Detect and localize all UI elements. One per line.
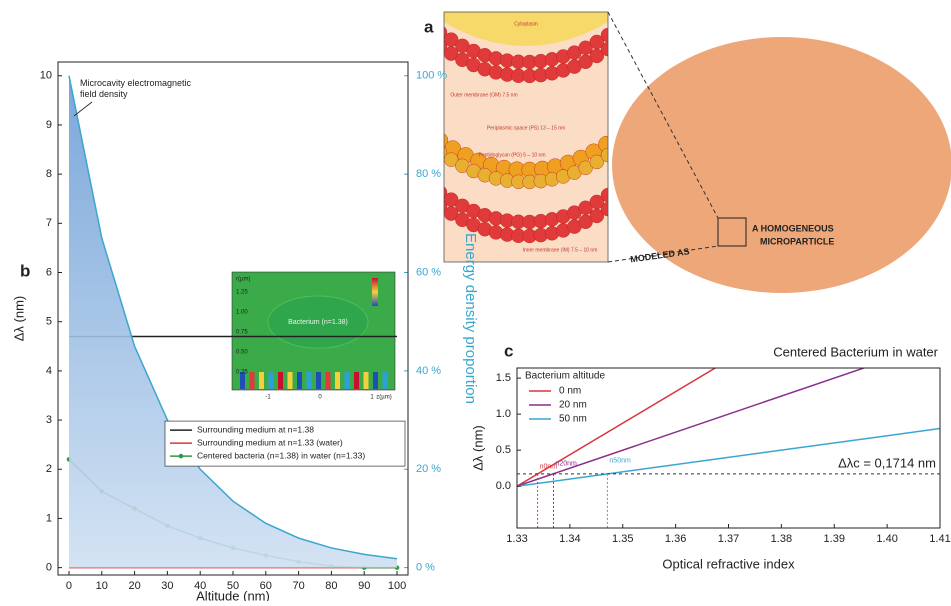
membrane-illustration	[432, 12, 615, 262]
inset-stripe	[269, 372, 274, 389]
membrane-label: Periplasmic space (PS) 13 – 15 nm	[487, 125, 565, 131]
inset-stripe	[250, 372, 255, 389]
x-axis-title: Altitude (nm)	[196, 588, 270, 601]
legend-label: Surrounding medium at n=1.33 (water)	[197, 437, 343, 447]
y2-tick-label: 20 %	[416, 463, 441, 475]
y2-tick-label: 80 %	[416, 168, 441, 180]
y-tick-label: 0	[46, 562, 52, 574]
y-axis-title: Δλ (nm)	[470, 425, 485, 471]
legend-label: 0 nm	[559, 386, 581, 397]
inset-axis-title: r(µm)	[236, 277, 250, 283]
y-tick-label: 0.0	[496, 480, 511, 492]
crossing-label: n50nm	[609, 458, 631, 465]
y-tick-label: 6	[46, 266, 52, 278]
chart-title: Centered Bacterium in water	[773, 344, 938, 359]
inset-stripe	[345, 372, 350, 389]
threshold-label: Δλc = 0,1714 nm	[838, 455, 936, 470]
x-tick-label: 10	[96, 580, 108, 592]
y-tick-label: 9	[46, 119, 52, 131]
membrane-label: Cytoplasm	[514, 21, 538, 27]
crossing-label: n20nm	[555, 461, 577, 468]
x-tick-label: 1.38	[771, 533, 792, 545]
y-tick-label: 8	[46, 168, 52, 180]
legend-title: Bacterium altitude	[525, 371, 605, 382]
inset-stripe	[307, 372, 312, 389]
x-axis-title: Optical refractive index	[662, 556, 795, 571]
x-tick-label: 1.40	[876, 533, 897, 545]
annotation: Microcavity electromagnetic field densit…	[80, 78, 208, 100]
inset-tick: -1	[265, 395, 271, 401]
model-text: MICROPARTICLE	[760, 236, 834, 246]
legend-marker	[179, 454, 184, 459]
inset-label: Bacterium (n=1.38)	[288, 319, 348, 326]
inset-stripe	[326, 372, 331, 389]
panel-label: a	[424, 17, 434, 36]
x-tick-label: 20	[128, 580, 140, 592]
inset-stripe	[335, 372, 340, 389]
inset-stripe	[316, 372, 321, 389]
y2-tick-label: 60 %	[416, 266, 441, 278]
y-tick-label: 5	[46, 316, 52, 328]
x-tick-label: 0	[66, 580, 72, 592]
x-tick-label: 1.37	[718, 533, 739, 545]
y2-tick-label: 100 %	[416, 70, 447, 82]
inset-stripe	[297, 372, 302, 389]
y-tick-label: 1.0	[496, 408, 511, 420]
x-tick-label: 90	[358, 580, 370, 592]
legend-label: Centered bacteria (n=1.38) in water (n=1…	[197, 450, 365, 460]
y-tick-label: 1	[46, 512, 52, 524]
legend-label: 50 nm	[559, 414, 587, 425]
y-axis-title: Δλ (nm)	[11, 296, 26, 342]
x-tick-label: 100	[388, 580, 406, 592]
x-tick-label: 80	[325, 580, 337, 592]
annotation-arrow	[74, 102, 92, 116]
x-tick-label: 1.41	[929, 533, 950, 545]
panel-label: b	[20, 261, 30, 280]
y-tick-label: 7	[46, 217, 52, 229]
y2-tick-label: 0 %	[416, 562, 435, 574]
membrane-label: Outer membrane (OM) 7.5 nm	[450, 92, 517, 98]
inset-stripe	[364, 372, 369, 389]
y-tick-label: 1.5	[496, 372, 511, 384]
inset-tick: 0.50	[236, 350, 248, 356]
y2-axis-title: Energy density proportion	[462, 233, 479, 404]
legend-label: Surrounding medium at n=1.38	[197, 424, 314, 434]
inset-tick: 0.75	[236, 330, 248, 336]
y-tick-label: 4	[46, 365, 52, 377]
inset-stripe	[278, 372, 283, 389]
inset-tick: 1.00	[236, 310, 248, 316]
inset-tick: 0	[318, 395, 322, 401]
x-tick-label: 1.33	[506, 533, 527, 545]
inset-axis-title: z(µm)	[376, 395, 391, 401]
panel-label: c	[504, 341, 513, 360]
membrane-label: Inner membrane (IM) 7.5 – 10 nm	[523, 247, 598, 253]
inset-tick: 1	[370, 395, 374, 401]
page: a MODELED AS A HOMOGENEOUS MICROPARTICLE…	[0, 0, 951, 601]
x-tick-label: 1.35	[612, 533, 633, 545]
y-tick-label: 0.5	[496, 444, 511, 456]
inset-colorbar	[372, 278, 378, 306]
x-tick-label: 1.34	[559, 533, 580, 545]
inset-stripe	[373, 372, 378, 389]
model-text: A HOMOGENEOUS	[752, 223, 834, 233]
x-tick-label: 70	[292, 580, 304, 592]
y-tick-label: 3	[46, 414, 52, 426]
inset-stripe	[354, 372, 359, 389]
membrane-label: Peptidoglycan (PG) 5 – 10 nm	[479, 152, 546, 158]
inset-tick: 0.25	[236, 370, 248, 376]
inset-tick: 1.25	[236, 290, 248, 296]
x-tick-label: 1.36	[665, 533, 686, 545]
inset-stripe	[288, 372, 293, 389]
y-tick-label: 2	[46, 463, 52, 475]
y2-tick-label: 40 %	[416, 365, 441, 377]
inset-stripe	[259, 372, 264, 389]
y-tick-label: 10	[40, 70, 52, 82]
x-tick-label: 30	[161, 580, 173, 592]
legend-label: 20 nm	[559, 400, 587, 411]
inset-stripe	[383, 372, 388, 389]
x-tick-label: 1.39	[824, 533, 845, 545]
